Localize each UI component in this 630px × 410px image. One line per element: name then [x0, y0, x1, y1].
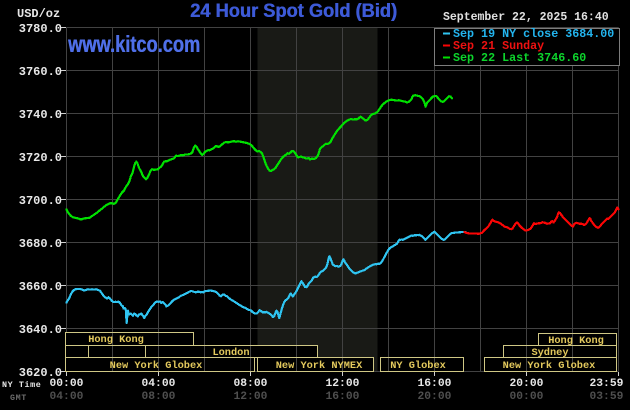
svg-text:New York Globex: New York Globex — [503, 360, 596, 372]
svg-text:London: London — [212, 347, 249, 359]
svg-text:NY Globex: NY Globex — [390, 360, 446, 372]
svg-text:Sydney: Sydney — [531, 347, 568, 359]
svg-text:Hong Kong: Hong Kong — [88, 334, 144, 346]
svg-text:Hong Kong: Hong Kong — [548, 335, 604, 347]
svg-text:New York NYMEX: New York NYMEX — [276, 360, 363, 372]
svg-text:New York Globex: New York Globex — [110, 360, 203, 372]
